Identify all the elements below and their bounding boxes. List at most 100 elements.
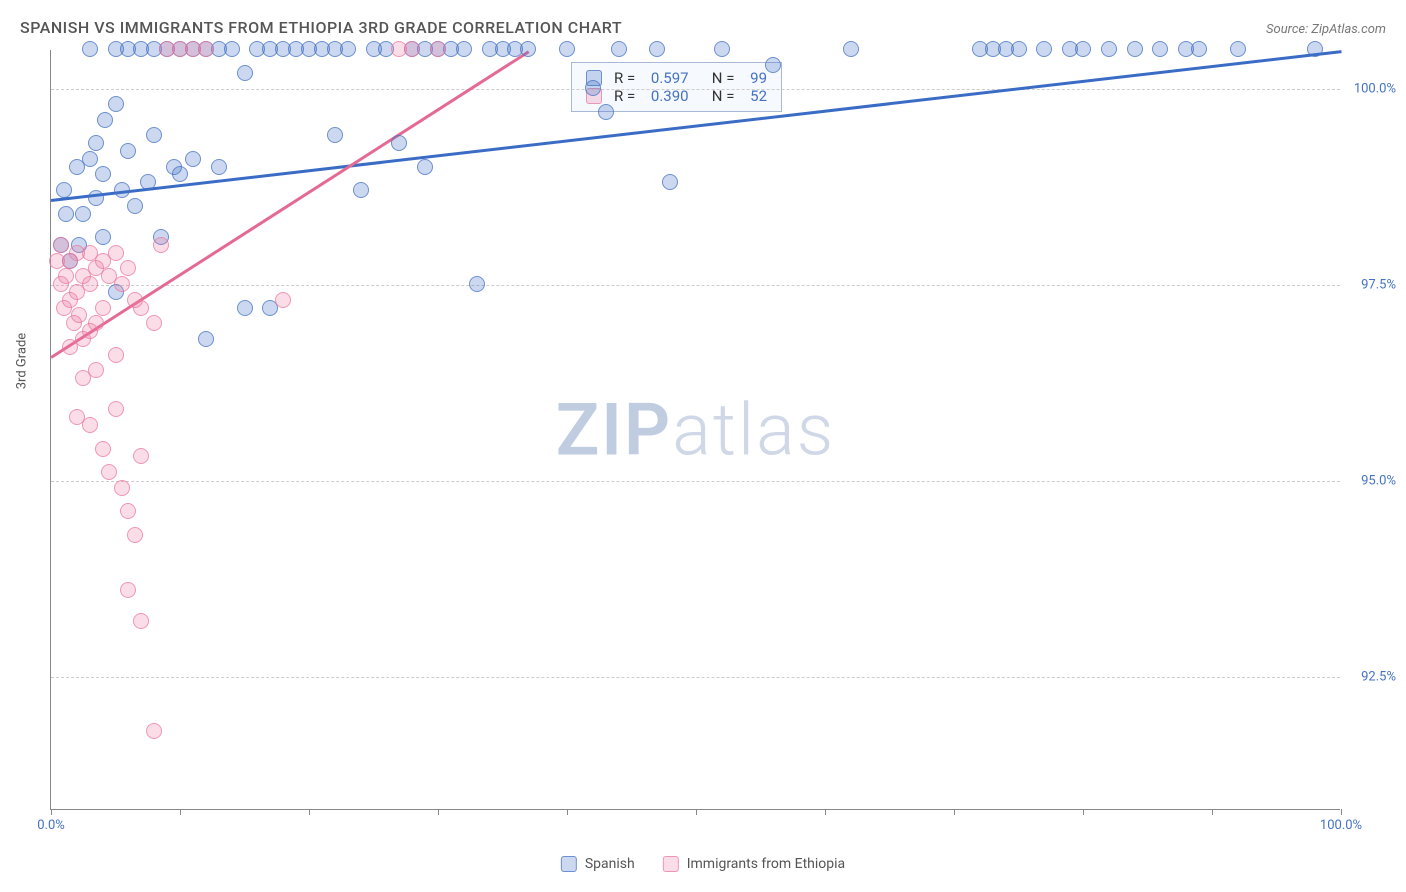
data-point xyxy=(146,723,162,739)
data-point xyxy=(714,41,730,57)
x-tick xyxy=(1083,809,1084,815)
data-point xyxy=(649,41,665,57)
data-point xyxy=(1191,41,1207,57)
chart-title: SPANISH VS IMMIGRANTS FROM ETHIOPIA 3RD … xyxy=(20,18,622,37)
data-point xyxy=(114,480,130,496)
x-tick xyxy=(1212,809,1213,815)
data-point xyxy=(82,41,98,57)
data-point xyxy=(108,245,124,261)
trend-line xyxy=(50,50,529,358)
y-axis-label: 3rd Grade xyxy=(15,333,30,389)
data-point xyxy=(224,41,240,57)
y-tick-label: 95.0% xyxy=(1361,473,1396,488)
data-point xyxy=(58,268,74,284)
data-point xyxy=(133,613,149,629)
data-point xyxy=(153,237,169,253)
data-point xyxy=(88,362,104,378)
data-point xyxy=(404,41,420,57)
data-point xyxy=(108,347,124,363)
data-point xyxy=(585,80,601,96)
data-point xyxy=(82,417,98,433)
data-point xyxy=(120,582,136,598)
data-point xyxy=(108,96,124,112)
x-tick xyxy=(180,809,181,815)
data-point xyxy=(120,260,136,276)
data-point xyxy=(1127,41,1143,57)
data-point xyxy=(172,166,188,182)
x-tick xyxy=(567,809,568,815)
data-point xyxy=(559,41,575,57)
data-point xyxy=(391,135,407,151)
data-point xyxy=(1101,41,1117,57)
x-tick-label: 0.0% xyxy=(37,818,65,833)
plot-area: ZIPatlas R = 0.597 N = 99R = 0.390 N = 5… xyxy=(50,50,1340,810)
data-point xyxy=(133,300,149,316)
data-point xyxy=(101,464,117,480)
data-point xyxy=(146,127,162,143)
data-point xyxy=(275,292,291,308)
legend-swatch xyxy=(663,856,679,872)
data-point xyxy=(765,57,781,73)
legend-item: Immigrants from Ethiopia xyxy=(663,856,845,872)
data-point xyxy=(353,182,369,198)
x-tick-label: 100.0% xyxy=(1320,818,1362,833)
data-point xyxy=(71,307,87,323)
watermark-bold: ZIP xyxy=(556,387,672,472)
data-point xyxy=(88,315,104,331)
gridline xyxy=(51,481,1340,482)
legend-item: Spanish xyxy=(561,856,635,872)
data-point xyxy=(114,182,130,198)
data-point xyxy=(88,190,104,206)
data-point xyxy=(1011,41,1027,57)
source-label: Source: ZipAtlas.com xyxy=(1266,22,1386,37)
data-point xyxy=(88,135,104,151)
x-tick xyxy=(438,809,439,815)
chart-container: SPANISH VS IMMIGRANTS FROM ETHIOPIA 3RD … xyxy=(0,0,1406,892)
data-point xyxy=(611,41,627,57)
data-point xyxy=(108,401,124,417)
data-point xyxy=(211,159,227,175)
data-point xyxy=(843,41,859,57)
bottom-legend: Spanish Immigrants from Ethiopia xyxy=(561,856,845,872)
r-value: 0.597 xyxy=(651,69,689,87)
data-point xyxy=(198,41,214,57)
data-point xyxy=(662,174,678,190)
gridline xyxy=(51,677,1340,678)
data-point xyxy=(469,276,485,292)
r-label: R = xyxy=(614,69,639,87)
data-point xyxy=(185,151,201,167)
data-point xyxy=(133,448,149,464)
x-tick xyxy=(309,809,310,815)
x-tick xyxy=(1341,809,1342,815)
x-tick xyxy=(696,809,697,815)
data-point xyxy=(95,229,111,245)
data-point xyxy=(237,65,253,81)
y-tick-label: 100.0% xyxy=(1354,82,1396,97)
y-tick-label: 92.5% xyxy=(1361,669,1396,684)
n-value: 99 xyxy=(750,69,767,87)
data-point xyxy=(520,41,536,57)
n-label: N = xyxy=(701,69,739,87)
data-point xyxy=(95,441,111,457)
data-point xyxy=(120,143,136,159)
data-point xyxy=(417,159,433,175)
data-point xyxy=(58,206,74,222)
data-point xyxy=(97,112,113,128)
data-point xyxy=(127,527,143,543)
data-point xyxy=(1036,41,1052,57)
data-point xyxy=(95,166,111,182)
data-point xyxy=(146,315,162,331)
data-point xyxy=(114,276,130,292)
stats-legend-row: R = 0.597 N = 99 xyxy=(586,69,767,87)
legend-label: Immigrants from Ethiopia xyxy=(687,856,845,872)
data-point xyxy=(140,174,156,190)
watermark-light: atlas xyxy=(672,387,835,472)
data-point xyxy=(456,41,472,57)
data-point xyxy=(198,331,214,347)
x-tick xyxy=(825,809,826,815)
data-point xyxy=(1307,41,1323,57)
data-point xyxy=(82,151,98,167)
x-tick xyxy=(954,809,955,815)
legend-label: Spanish xyxy=(585,856,635,872)
data-point xyxy=(95,300,111,316)
